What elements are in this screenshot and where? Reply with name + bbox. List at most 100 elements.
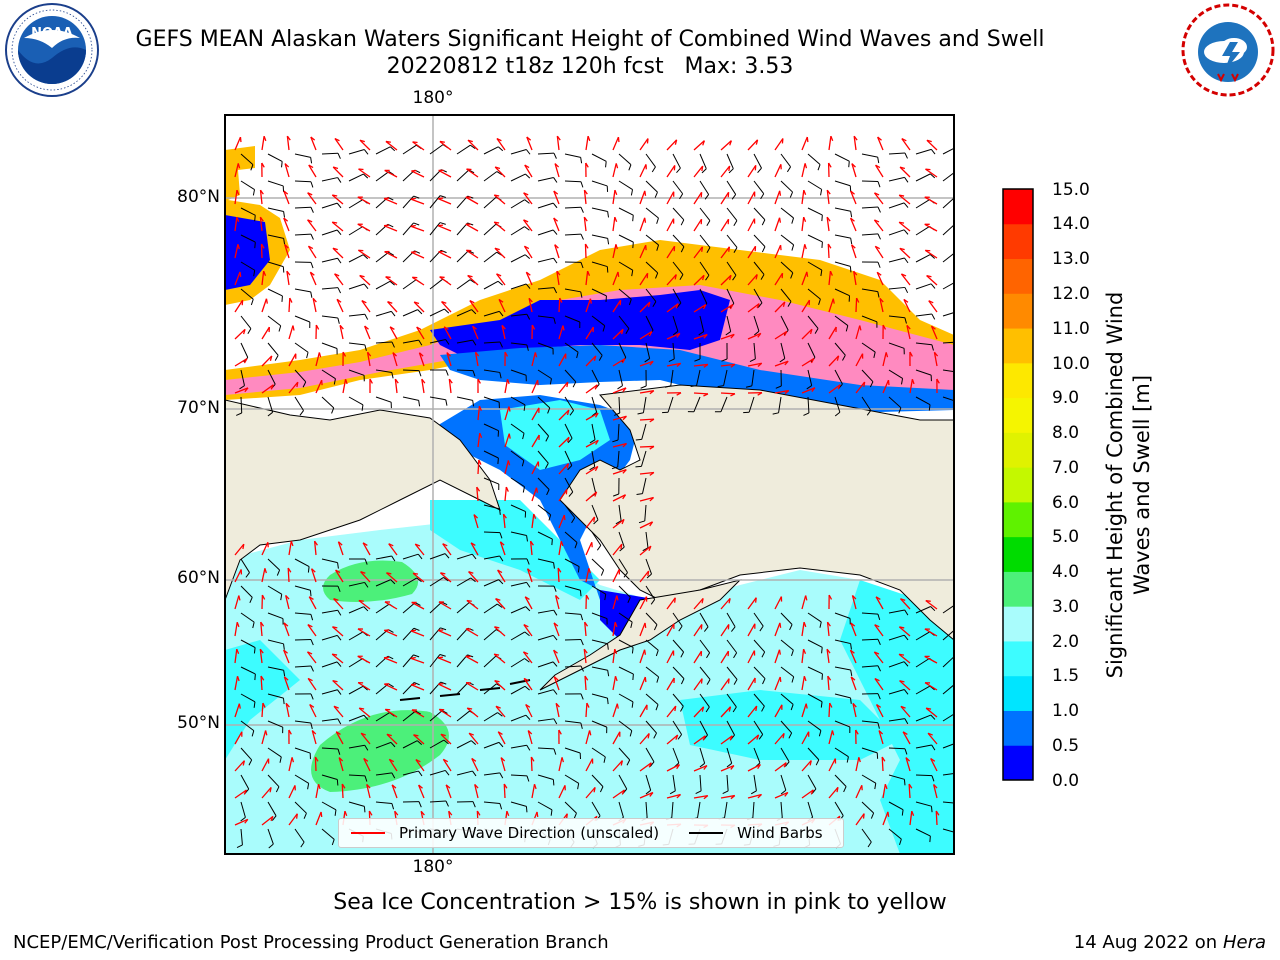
wind-barb: [483, 477, 500, 485]
wave-direction-arrowhead: [534, 352, 538, 358]
wind-barb: [807, 288, 821, 300]
wave-direction-arrow: [898, 221, 911, 232]
wind-barb-feather: [877, 261, 881, 268]
wave-direction-arrow: [693, 333, 708, 340]
colorbar-tick: 10.0: [1052, 354, 1090, 374]
wind-barb: [751, 369, 755, 386]
wave-direction-arrow: [283, 649, 290, 664]
wind-barb-feather: [874, 783, 877, 790]
wave-direction-arrowhead: [755, 274, 758, 280]
wave-direction-arrowhead: [339, 324, 344, 330]
wave-direction-arrow: [357, 223, 371, 232]
wave-direction-arrowhead: [308, 596, 314, 600]
wind-barb-feather: [834, 411, 841, 417]
wind-barb: [348, 313, 365, 317]
wind-barb: [483, 423, 499, 432]
wind-barb: [780, 153, 791, 168]
wind-barb-feather: [614, 412, 620, 416]
wave-direction-arrowhead: [728, 275, 732, 281]
wave-direction-arrowhead: [674, 139, 678, 145]
wave-direction-arrow: [774, 676, 781, 691]
wave-direction-arrowhead: [850, 676, 856, 681]
wave-direction-arrow: [720, 794, 735, 799]
wave-direction-arrow: [339, 325, 344, 340]
wave-direction-arrowhead: [264, 568, 267, 574]
wind-barb: [375, 310, 392, 317]
wave-direction-arrow: [445, 784, 452, 799]
wind-barb: [294, 665, 312, 668]
wind-barb-feather: [545, 462, 549, 469]
wind-barb: [699, 180, 710, 195]
wind-barb: [375, 369, 392, 373]
wave-direction-arrowhead: [673, 597, 676, 603]
wave-direction-arrow: [693, 363, 708, 367]
wind-barb-feather: [791, 676, 795, 683]
wind-barb: [915, 828, 931, 837]
wind-barb-feather: [553, 585, 557, 592]
wind-barb-feather: [445, 399, 448, 406]
wind-barb-feather: [418, 770, 423, 777]
wind-barb: [645, 666, 659, 678]
wind-barb: [510, 254, 526, 263]
wind-barb-feather: [553, 257, 558, 264]
wind-barb: [861, 396, 872, 411]
wave-direction-arrowhead: [757, 392, 763, 396]
wind-barb-feather: [553, 718, 558, 725]
wave-direction-arrowhead: [387, 301, 393, 304]
wave-direction-arrowhead: [269, 355, 273, 361]
wave-direction-arrowhead: [850, 622, 856, 627]
wind-barb: [591, 774, 604, 787]
wave-direction-arrowhead: [389, 326, 395, 330]
wind-barb-feather: [573, 812, 577, 819]
wave-direction-arrowhead: [555, 702, 560, 708]
wave-direction-arrowhead: [884, 783, 888, 790]
wind-barb-feather: [929, 254, 936, 259]
wind-barb-feather: [628, 299, 632, 306]
wave-direction-arrowhead: [472, 325, 477, 330]
wind-barb: [456, 169, 470, 182]
wave-direction-arrowhead: [809, 760, 812, 766]
wind-barb: [726, 774, 729, 791]
wind-barb: [537, 774, 554, 780]
wind-barb: [861, 638, 879, 641]
wind-barb-feather: [630, 189, 634, 196]
wind-barb: [510, 744, 527, 749]
wind-barb-feather: [283, 211, 286, 218]
wind-barb: [564, 747, 581, 754]
wave-direction-arrowhead: [473, 514, 479, 519]
wind-barb: [537, 315, 554, 319]
wind-barb: [402, 144, 417, 155]
wind-barb: [375, 579, 391, 587]
wind-barb: [591, 477, 597, 494]
wind-barb: [294, 585, 311, 591]
wave-direction-arrowhead: [927, 732, 933, 736]
wind-barb-feather: [239, 385, 245, 390]
legend-wind-barbs-label: Wind Barbs: [737, 824, 823, 842]
wind-barb: [672, 234, 685, 248]
wind-barb-feather: [526, 344, 529, 351]
wind-barb-feather: [629, 730, 633, 737]
wave-direction-arrowhead: [898, 221, 905, 224]
wave-direction-arrowhead: [850, 190, 855, 195]
wave-direction-arrowhead: [703, 334, 708, 339]
wave-direction-arrow: [260, 675, 263, 691]
wave-direction-arrowhead: [284, 163, 290, 168]
wind-barb-feather: [391, 772, 396, 779]
wind-barb: [888, 369, 903, 379]
wind-barb-feather: [310, 181, 314, 188]
wind-barb: [321, 177, 338, 182]
wind-barb: [591, 423, 596, 440]
wave-direction-arrowhead: [615, 244, 618, 250]
wind-barb: [752, 801, 755, 818]
wave-direction-arrowhead: [676, 764, 680, 770]
wind-barb: [564, 342, 579, 353]
wave-direction-arrowhead: [307, 219, 313, 223]
wave-direction-arrowhead: [858, 757, 861, 763]
wind-barb: [429, 222, 441, 236]
wave-direction-arrow: [774, 704, 783, 718]
wave-direction-arrowhead: [499, 541, 505, 546]
wind-barb-feather: [337, 689, 342, 695]
wind-barb-feather: [310, 233, 314, 240]
wind-barb: [726, 261, 737, 276]
wind-barb-feather: [497, 280, 503, 286]
